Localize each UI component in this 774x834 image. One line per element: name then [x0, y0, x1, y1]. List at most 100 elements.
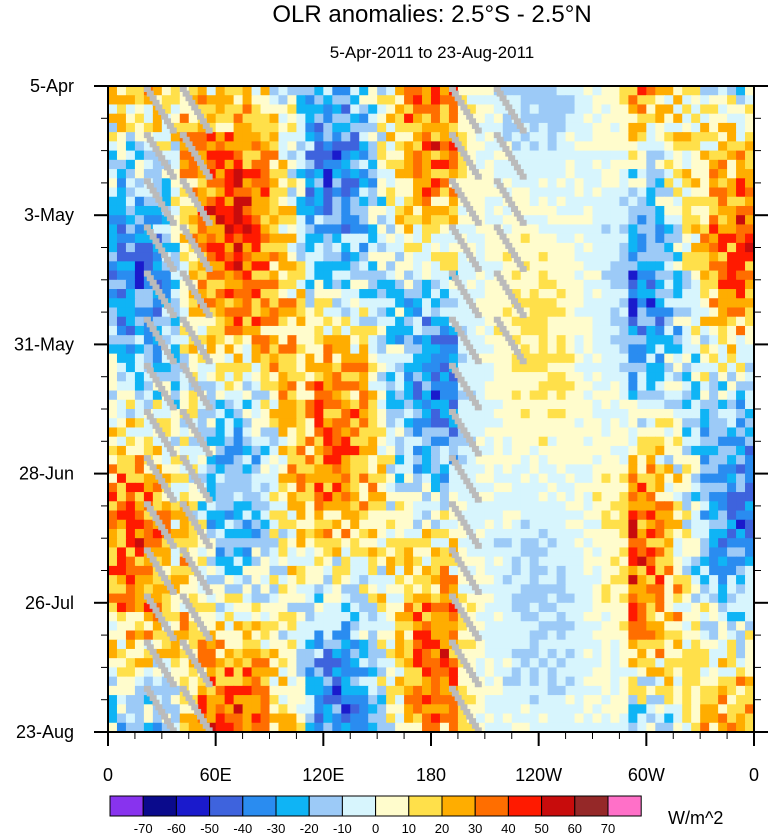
- heatmap-cell: [134, 187, 145, 198]
- heatmap-cell: [610, 621, 621, 632]
- heatmap-cell: [502, 584, 513, 595]
- heatmap-cell: [619, 252, 629, 262]
- heatmap-cell: [619, 132, 629, 142]
- heatmap-cell: [565, 399, 576, 410]
- heatmap-cell: [305, 86, 315, 96]
- heatmap-cell: [556, 390, 567, 401]
- heatmap-cell: [547, 150, 558, 161]
- heatmap-cell: [152, 252, 163, 262]
- heatmap-cell: [592, 86, 603, 96]
- heatmap-cell: [718, 704, 728, 715]
- heatmap-cell: [439, 224, 450, 235]
- heatmap-cell: [547, 464, 558, 475]
- heatmap-cell: [125, 169, 136, 179]
- heatmap-cell: [574, 547, 585, 558]
- heatmap-cell: [206, 418, 217, 429]
- heatmap-cell: [305, 325, 315, 336]
- heatmap-cell: [565, 565, 576, 576]
- heatmap-cell: [745, 584, 754, 595]
- heatmap-cell: [287, 685, 298, 696]
- heatmap-cell: [116, 86, 127, 96]
- heatmap-cell: [179, 584, 190, 595]
- heatmap-cell: [493, 298, 504, 309]
- heatmap-cell: [736, 621, 746, 632]
- heatmap-cell: [341, 704, 351, 715]
- heatmap-cell: [260, 196, 271, 207]
- heatmap-cell: [161, 104, 172, 115]
- heatmap-cell: [745, 316, 754, 327]
- heatmap-cell: [197, 538, 208, 549]
- heatmap-cell: [691, 104, 701, 115]
- heatmap-cell: [413, 362, 423, 373]
- heatmap-cell: [242, 418, 253, 429]
- heatmap-cell: [359, 418, 369, 429]
- heatmap-cell: [502, 409, 513, 419]
- heatmap-cell: [269, 482, 280, 493]
- heatmap-cell: [637, 510, 647, 521]
- heatmap-cell: [197, 169, 208, 179]
- heatmap-cell: [574, 325, 585, 336]
- heatmap-cell: [520, 132, 531, 142]
- heatmap-cell: [475, 390, 486, 401]
- heatmap-cell: [413, 409, 423, 419]
- heatmap-cell: [197, 279, 208, 290]
- heatmap-cell: [556, 335, 567, 345]
- heatmap-cell: [529, 95, 540, 106]
- heatmap-cell: [134, 621, 145, 632]
- heatmap-cell: [206, 593, 217, 604]
- heatmap-cells: [108, 86, 754, 732]
- heatmap-cell: [682, 122, 692, 133]
- heatmap-cell: [260, 575, 271, 585]
- heatmap-cell: [422, 289, 432, 299]
- heatmap-cell: [547, 261, 558, 272]
- heatmap-cell: [395, 612, 405, 622]
- heatmap-cell: [628, 150, 638, 161]
- heatmap-cell: [143, 492, 154, 502]
- heatmap-cell: [422, 409, 432, 419]
- heatmap-cell: [278, 390, 289, 401]
- heatmap-cell: [287, 418, 298, 429]
- heatmap-cell: [206, 556, 217, 567]
- heatmap-cell: [278, 95, 289, 106]
- heatmap-cell: [188, 584, 199, 595]
- heatmap-cell: [224, 390, 235, 401]
- heatmap-cell: [422, 630, 432, 641]
- heatmap-cell: [179, 298, 190, 309]
- heatmap-cell: [278, 685, 289, 696]
- heatmap-cell: [179, 215, 190, 226]
- heatmap-cell: [143, 621, 154, 632]
- heatmap-cell: [592, 381, 603, 392]
- heatmap-cell: [484, 362, 495, 373]
- heatmap-cell: [359, 353, 369, 364]
- heatmap-cell: [269, 353, 280, 364]
- heatmap-cell: [143, 325, 154, 336]
- heatmap-cell: [592, 233, 603, 244]
- heatmap-cell: [143, 242, 154, 253]
- heatmap-cell: [466, 381, 477, 392]
- heatmap-cell: [583, 547, 594, 558]
- heatmap-cell: [341, 510, 351, 521]
- heatmap-cell: [422, 492, 432, 502]
- heatmap-cell: [197, 630, 208, 641]
- heatmap-cell: [116, 270, 127, 281]
- heatmap-cell: [610, 482, 621, 493]
- heatmap-cell: [511, 648, 522, 659]
- heatmap-cell: [305, 612, 315, 622]
- heatmap-cell: [323, 104, 333, 115]
- heatmap-cell: [664, 648, 674, 659]
- heatmap-cell: [511, 612, 522, 622]
- heatmap-cell: [628, 325, 638, 336]
- heatmap-cell: [646, 381, 656, 392]
- heatmap-cell: [700, 252, 710, 262]
- heatmap-cell: [439, 593, 450, 604]
- heatmap-cell: [332, 178, 342, 189]
- heatmap-cell: [637, 602, 647, 613]
- heatmap-cell: [368, 270, 378, 281]
- heatmap-cell: [278, 510, 289, 521]
- heatmap-cell: [305, 473, 315, 484]
- heatmap-cell: [260, 169, 271, 179]
- heatmap-cell: [664, 270, 674, 281]
- heatmap-cell: [718, 492, 728, 502]
- heatmap-cell: [493, 519, 504, 530]
- heatmap-cell: [341, 279, 351, 290]
